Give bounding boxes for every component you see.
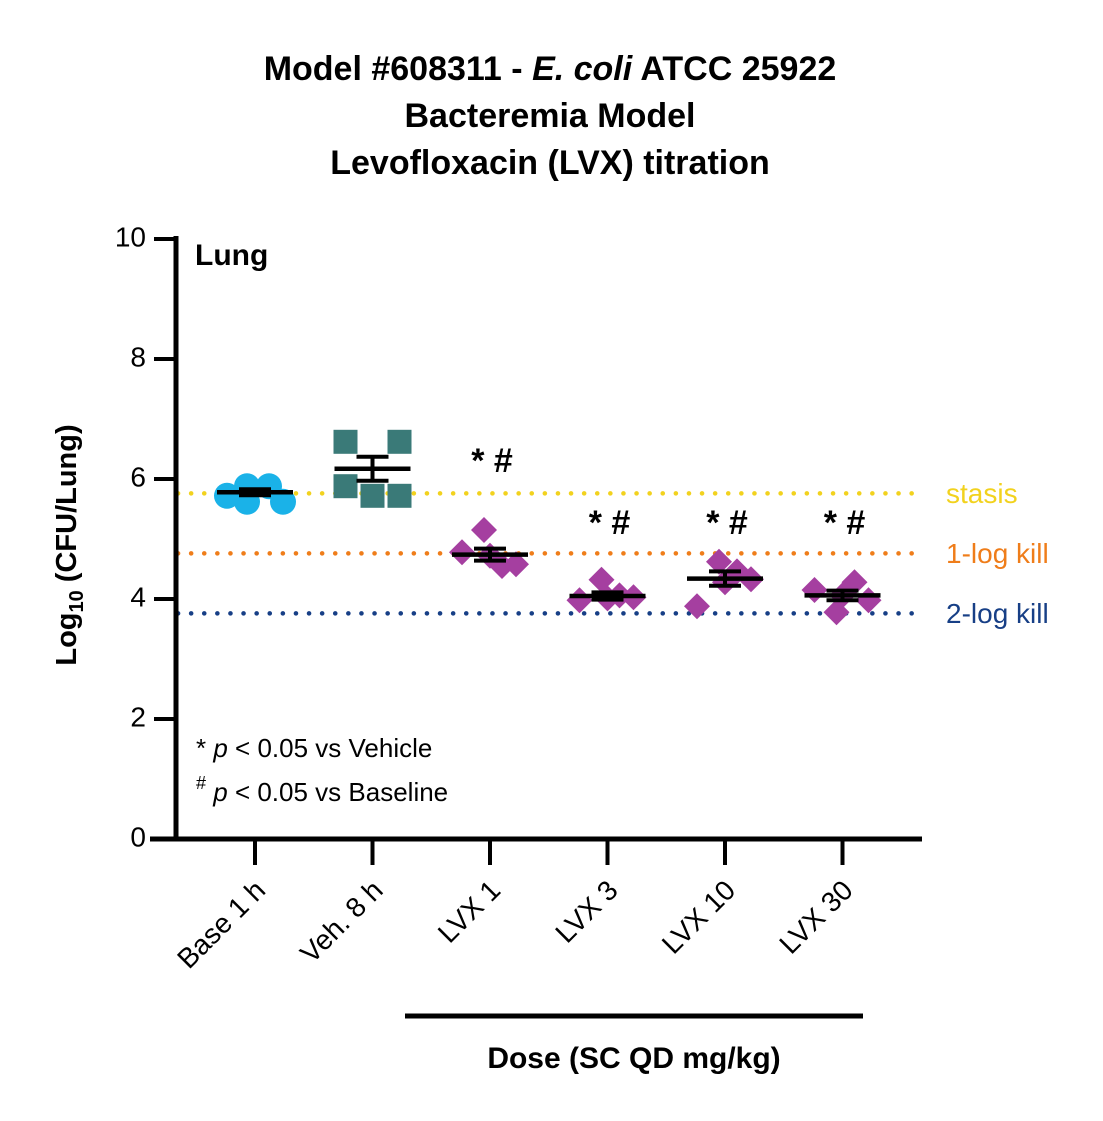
title-line-2: Bacteremia Model [405, 97, 696, 135]
x-tick-label-2: Veh. 8 h [294, 874, 389, 969]
point-2-4 [387, 483, 412, 508]
y-tick-label-6: 6 [130, 461, 146, 492]
data-points [214, 429, 882, 626]
title-suffix: ATCC 25922 [632, 50, 836, 88]
y-tick-label-2: 2 [130, 701, 146, 732]
point-3-2 [449, 539, 475, 566]
note-p: p [212, 777, 227, 807]
note-text: < 0.05 vs Baseline [228, 777, 448, 807]
title-line-1: Model #608311 - E. coli ATCC 25922 [264, 50, 837, 88]
sig-marker-6: * # [824, 504, 866, 542]
point-3-1 [471, 517, 497, 543]
reference-lines: stasis 1-log kill 2-log kill [175, 478, 1049, 629]
ref-label-1: stasis [946, 478, 1018, 509]
note-sym: # [196, 773, 206, 793]
note-text: < 0.05 vs Vehicle [228, 733, 433, 763]
y-tick-label-4: 4 [130, 581, 146, 612]
y-axis-label: Log10 (CFU/Lung) [51, 424, 88, 665]
y-tick-label-10: 10 [115, 221, 146, 252]
mean-sem-bars [217, 454, 881, 603]
note-2: # p < 0.05 vs Baseline [196, 773, 448, 807]
point-5-1 [706, 548, 732, 575]
sig-marker-5: * # [706, 504, 748, 542]
point-6-2 [801, 577, 828, 603]
note-p: p [212, 733, 227, 763]
point-4-2 [566, 587, 593, 614]
x-tick-label-4: LVX 3 [549, 874, 623, 948]
chart-title: Model #608311 - E. coli ATCC 25922 Bacter… [264, 50, 837, 182]
point-3-4 [503, 551, 529, 578]
axes: 0 2 4 6 8 10 Base 1 h Veh. 8 h LVX 1 LVX 3 LVX 10 L… [51, 221, 922, 974]
point-2-1 [333, 429, 358, 454]
title-line-3: Levofloxacin (LVX) titration [330, 144, 770, 182]
point-1-1 [214, 482, 240, 509]
point-2-2 [387, 429, 412, 454]
title-text: Levofloxacin (LVX) titration [330, 144, 770, 182]
y-label-main: Log [51, 612, 83, 665]
point-2-3 [333, 474, 358, 499]
title-italic: E. coli [532, 50, 634, 88]
point-5-2 [684, 593, 710, 620]
x-tick-label-5: LVX 10 [656, 874, 741, 959]
y-tick-label-0: 0 [130, 821, 146, 852]
sig-marker-3: * # [471, 442, 513, 480]
title-text: Bacteremia Model [405, 97, 696, 135]
point-1-5 [270, 488, 296, 515]
x-tick-label-6: LVX 30 [773, 874, 858, 959]
x-axis-label: Dose (SC QD mg/kg) [487, 1042, 780, 1075]
point-6-4 [855, 587, 882, 614]
note-sym: * [196, 733, 213, 763]
ref-label-2: 1-log kill [946, 538, 1049, 569]
point-2-5 [360, 483, 385, 508]
ref-label-3: 2-log kill [946, 598, 1049, 629]
note-1: * p < 0.05 vs Vehicle [196, 733, 432, 763]
x-tick-label-1: Base 1 h [171, 874, 271, 974]
title-prefix: Model #608311 - [264, 50, 532, 88]
note-space [206, 777, 213, 807]
text-labels: Lung * # * # * # * # * p < 0.05 vs Vehicle # p… [195, 239, 865, 1075]
panel-label: Lung [195, 239, 268, 272]
y-tick-label-8: 8 [130, 341, 146, 372]
y-label-sub: 10 [66, 590, 88, 612]
x-tick-label-3: LVX 1 [432, 874, 506, 948]
y-label-rest: (CFU/Lung) [51, 424, 83, 590]
sig-marker-4: * # [589, 504, 631, 542]
